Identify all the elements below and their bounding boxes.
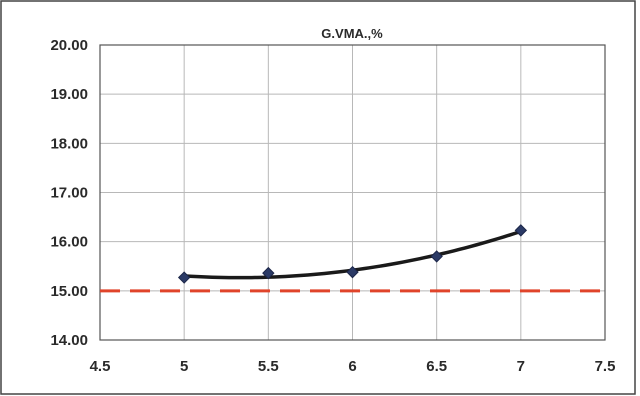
x-tick-label: 5.5 [258, 358, 279, 375]
data-point [430, 250, 443, 263]
chart-title: G.VMA.,% [321, 26, 383, 41]
data-point [177, 271, 191, 284]
x-tick-label: 5 [180, 358, 188, 375]
axes [99, 44, 606, 341]
x-tick-labels: 4.5 5 5.5 6 6.5 7 7.5 [90, 358, 616, 375]
y-tick-label: 16.00 [50, 234, 88, 251]
y-tick-label: 17.00 [50, 185, 88, 202]
y-tick-label: 19.00 [50, 86, 88, 103]
data-point [346, 265, 359, 279]
y-tick-label: 18.00 [50, 135, 88, 152]
x-tick-label: 4.5 [90, 358, 111, 375]
y-tick-label: 20.00 [50, 37, 88, 54]
x-tick-label: 6 [348, 358, 356, 375]
y-tick-labels: 14.00 15.00 16.00 17.00 18.00 19.00 20.00 [50, 37, 88, 349]
data-points [177, 224, 528, 284]
y-tick-label: 14.00 [50, 332, 88, 349]
x-tick-label: 6.5 [426, 358, 447, 375]
data-point [514, 224, 528, 237]
plot-area-frame [99, 44, 606, 341]
x-tick-label: 7.5 [595, 358, 616, 375]
y-tick-label: 15.00 [50, 283, 88, 300]
x-tick-label: 7 [517, 358, 525, 375]
data-point [262, 266, 275, 280]
